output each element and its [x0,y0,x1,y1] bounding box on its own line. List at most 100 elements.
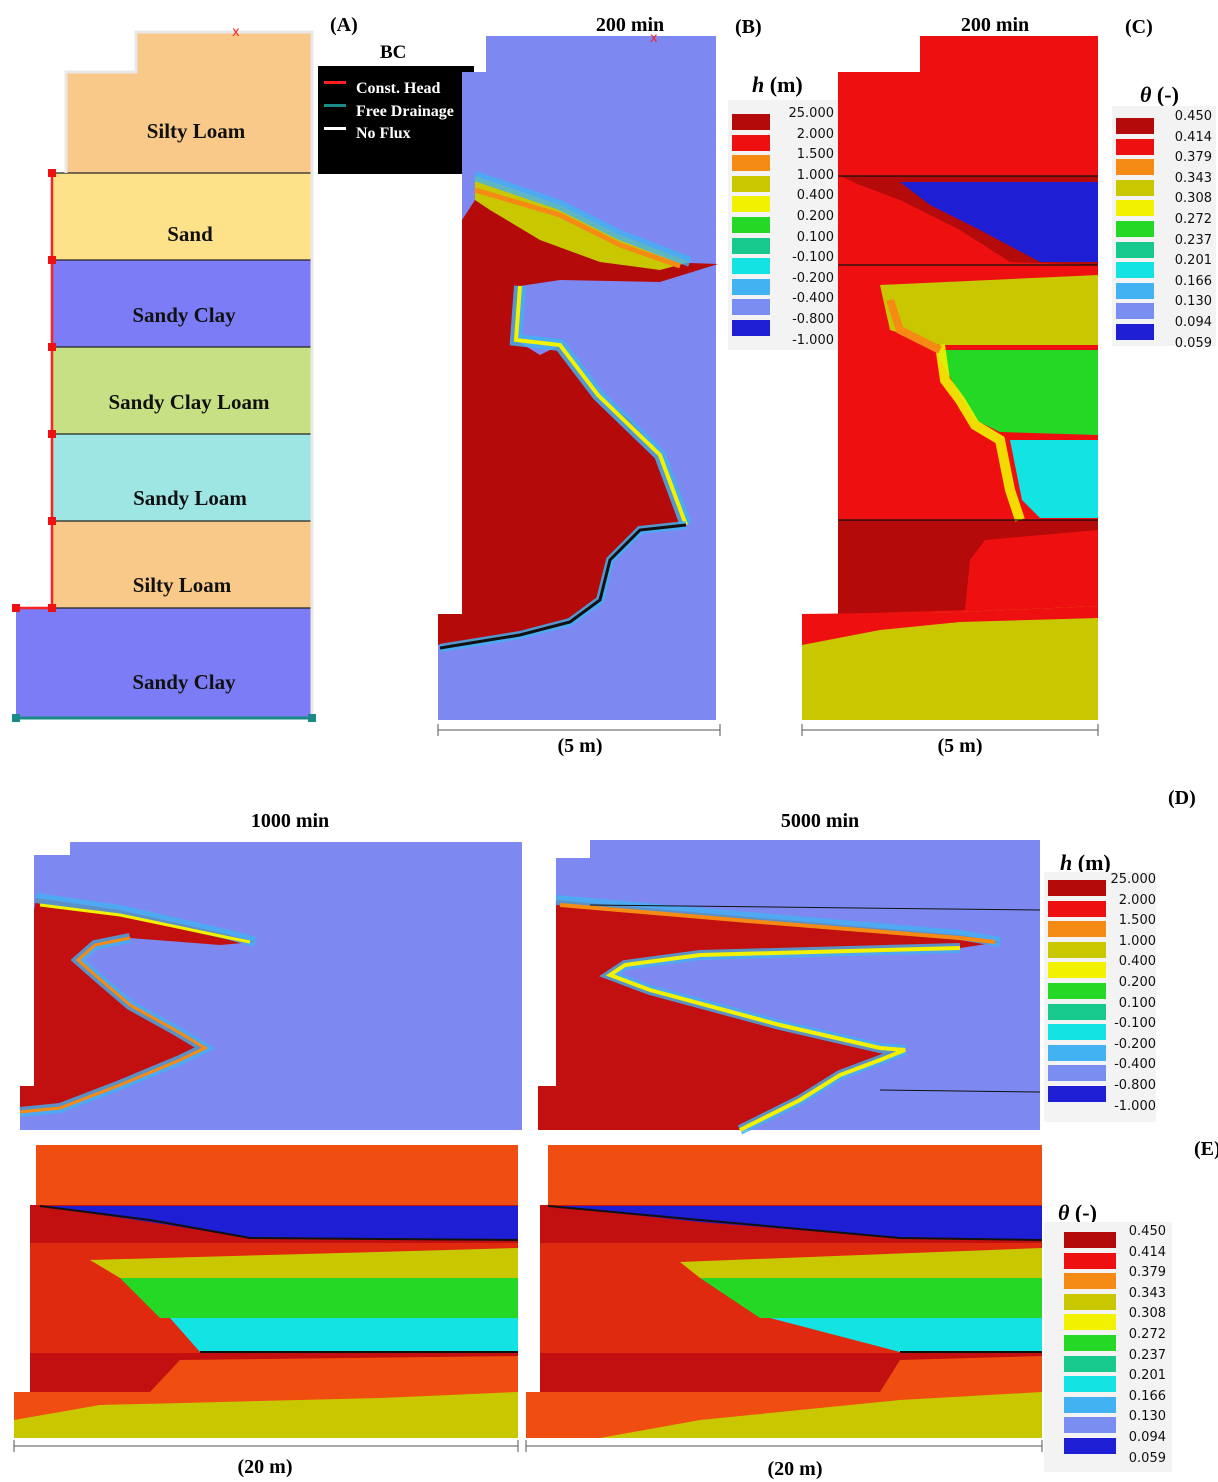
legend-value: 0.400 [796,188,834,204]
legend-h-title: h (m) [752,72,803,97]
legend-value: 1.000 [1118,933,1156,949]
legend-value: -0.800 [792,311,834,327]
legend-swatch [732,299,770,316]
legend-theta-values: 0.450 0.414 0.379 0.343 0.308 0.272 0.237 0.201… [1158,107,1212,354]
legend-value: 0.272 [1128,1326,1166,1342]
panel-a-label: (A) [330,14,358,36]
legend-theta-values-e: 0.450 0.414 0.379 0.343 0.308 0.272 0.237 0.201… [1110,1222,1166,1469]
layer-label-7: Sandy Clay [132,670,236,694]
legend-value: 0.200 [1118,974,1156,990]
legend-swatch [1048,982,1106,999]
legend-value: 0.100 [1118,995,1156,1011]
legend-value: 0.400 [1118,954,1156,970]
panel-b-time: 200 min [595,14,665,36]
bc-free-drainage: Free Drainage [356,103,454,120]
legend-swatch [1064,1252,1116,1269]
panel-d-time-left: 1000 min [250,810,330,832]
svg-text:x: x [650,31,658,46]
legend-value: 0.059 [1128,1450,1166,1466]
legend-value: -0.800 [1114,1077,1156,1093]
legend-value: 0.414 [1128,1244,1166,1260]
legend-swatch [1064,1355,1116,1372]
svg-text:x: x [232,25,240,40]
legend-swatch [1116,262,1154,279]
layer-label-6: Silty Loam [133,573,232,597]
legend-value: 0.237 [1174,232,1212,248]
layer-silty-loam-top [66,32,312,173]
legend-swatch [1064,1376,1116,1393]
layer-sandy-loam [52,434,312,521]
legend-swatch [1064,1293,1116,1310]
legend-value: -0.400 [792,291,834,307]
layer-sand [52,173,312,260]
legend-swatch [732,237,770,254]
panel-c-scale: (5 m) [937,735,983,757]
legend-swatch [1116,282,1154,299]
layer-label-2: Sand [167,222,213,246]
legend-h-swatches [732,114,770,341]
legend-swatch [1064,1437,1116,1454]
legend-h-values: 25.000 2.000 1.500 1.000 0.400 0.200 0.100 -0.1… [778,104,835,351]
layer-sandy-clay-bottom [16,608,312,718]
panel-b-label: (B) [735,16,762,38]
legend-value: 1.500 [796,147,834,163]
legend-swatch [732,155,770,172]
legend-value: 0.166 [1174,273,1212,289]
legend-value: -1.000 [792,332,834,348]
layer-label-1: Silty Loam [147,119,246,143]
legend-swatch [1048,880,1106,896]
legend-value: 0.201 [1128,1368,1166,1384]
legend-swatch [1048,962,1106,979]
panel-c-label: (C) [1125,16,1153,38]
legend-swatch [1048,941,1106,958]
legend-swatch [732,196,770,213]
legend-swatch [1116,159,1154,176]
legend-swatch [1064,1396,1116,1413]
legend-swatch [1064,1334,1116,1351]
layer-label-3: Sandy Clay [132,303,236,327]
legend-value: 0.450 [1174,109,1212,124]
legend-swatch [1048,1044,1106,1061]
legend-swatch [1064,1417,1116,1434]
layer-label-4: Sandy Clay Loam [108,390,270,414]
layer-label-5: Sandy Loam [133,486,247,510]
legend-value: -0.400 [1114,1057,1156,1073]
legend-swatch [732,175,770,192]
legend-swatch [1116,138,1154,155]
legend-value: 0.308 [1174,191,1212,207]
legend-value: 1.000 [796,167,834,183]
legend-value: 0.201 [1174,253,1212,269]
legend-value: 0.343 [1128,1285,1166,1301]
legend-value: 1.500 [1118,913,1156,929]
legend-value: 0.414 [1174,129,1212,145]
legend-swatch [1116,323,1154,340]
legend-value: 0.379 [1174,150,1212,166]
legend-swatch [1116,179,1154,196]
legend-value: 0.237 [1128,1347,1166,1363]
layer-silty-loam-bottom [52,521,312,608]
legend-value: -0.100 [792,250,834,266]
legend-swatch [1048,1003,1106,1020]
legend-swatch [732,114,770,130]
legend-swatch [732,319,770,336]
legend-swatch [732,134,770,151]
legend-swatch [1116,118,1154,134]
panel-e-label: (E) [1194,1138,1218,1160]
legend-swatch [1116,200,1154,217]
legend-swatch [1116,241,1154,258]
layer-sandy-clay [52,260,312,347]
bc-const-head: Const. Head [356,80,441,97]
legend-value: 0.059 [1174,335,1212,351]
panel-e-scale-left: (20 m) [237,1456,293,1478]
legend-swatch [732,278,770,295]
legend-theta-title-e: θ (-) [1058,1200,1097,1225]
legend-swatch [1048,921,1106,938]
legend-value: 0.379 [1128,1265,1166,1281]
legend-swatch [732,258,770,275]
legend-value: 25.000 [1110,872,1157,887]
legend-value: 0.200 [796,208,834,224]
panel-d-label: (D) [1168,787,1196,809]
